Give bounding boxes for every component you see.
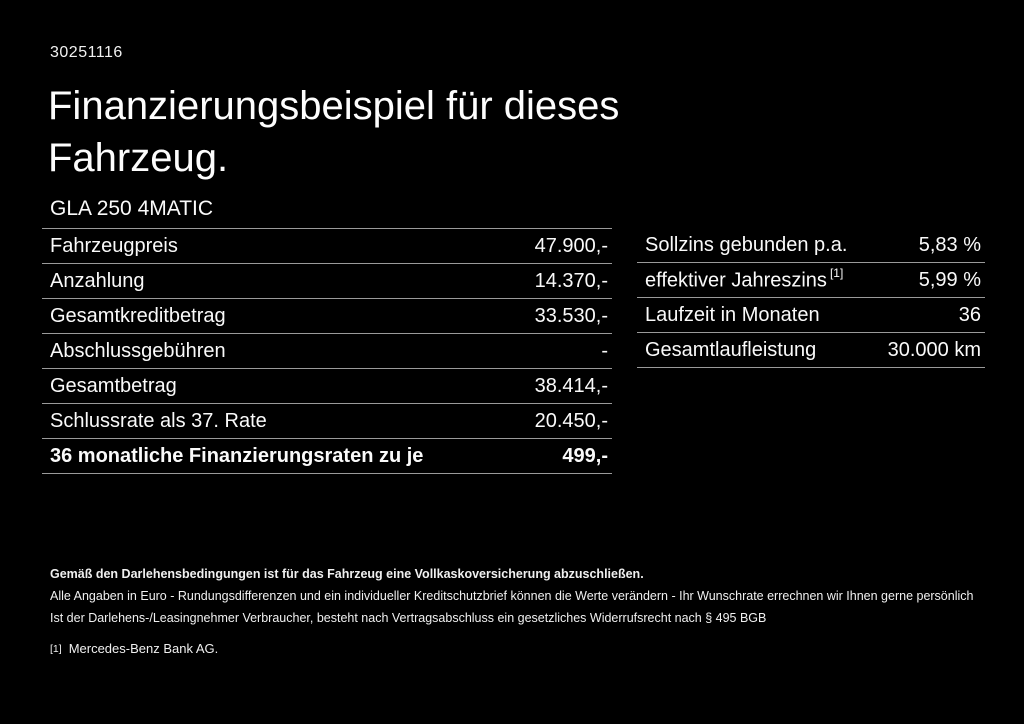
row-value: 36 bbox=[958, 303, 981, 326]
row-value: 14.370,- bbox=[534, 269, 608, 292]
row-value: 5,99 % bbox=[918, 268, 981, 291]
row-label: Gesamtbetrag bbox=[50, 374, 177, 397]
row-label: effektiver Jahreszins [1] bbox=[645, 265, 844, 293]
row-value: 30.000 km bbox=[887, 338, 981, 361]
row-label: Schlussrate als 37. Rate bbox=[50, 409, 267, 432]
row-value: - bbox=[601, 339, 608, 362]
table-row-monatsrate: 36 monatliche Finanzierungsraten zu je 4… bbox=[42, 439, 612, 474]
row-value: 38.414,- bbox=[534, 374, 608, 397]
disclaimer-block: Gemäß den Darlehensbedingungen ist für d… bbox=[50, 563, 990, 661]
table-row-gesamtbetrag: Gesamtbetrag 38.414,- bbox=[42, 369, 612, 404]
row-value: 33.530,- bbox=[534, 304, 608, 327]
table-row-gesamtkreditbetrag: Gesamtkreditbetrag 33.530,- bbox=[42, 299, 612, 334]
table-row-gesamtlaufleistung: Gesamtlaufleistung 30.000 km bbox=[637, 333, 985, 368]
footnote-marker: [1] bbox=[50, 643, 62, 655]
table-row-sollzins: Sollzins gebunden p.a. 5,83 % bbox=[637, 228, 985, 263]
disclaimer-line-insurance: Gemäß den Darlehensbedingungen ist für d… bbox=[50, 567, 644, 581]
row-value: 20.450,- bbox=[534, 409, 608, 432]
table-row-fahrzeugpreis: Fahrzeugpreis 47.900,- bbox=[42, 229, 612, 264]
row-label: Gesamtlaufleistung bbox=[645, 339, 816, 362]
row-label: Abschlussgebühren bbox=[50, 339, 226, 362]
row-value: 499,- bbox=[562, 444, 608, 467]
footnote-text: Mercedes-Benz Bank AG. bbox=[68, 641, 219, 656]
row-label: Anzahlung bbox=[50, 269, 145, 292]
disclaimer-line-euro: Alle Angaben in Euro - Rundungsdifferenz… bbox=[50, 589, 974, 603]
conditions-table: Sollzins gebunden p.a. 5,83 % effektiver… bbox=[637, 228, 985, 368]
vehicle-model: GLA 250 4MATIC bbox=[50, 197, 214, 220]
row-label: Laufzeit in Monaten bbox=[645, 304, 820, 327]
row-label-text: Sollzins gebunden p.a. bbox=[645, 233, 848, 256]
row-label-text: Gesamtlaufleistung bbox=[645, 338, 817, 361]
finance-table: Fahrzeugpreis 47.900,- Anzahlung 14.370,… bbox=[42, 228, 612, 474]
row-label: Gesamtkreditbetrag bbox=[50, 304, 226, 327]
row-label: Fahrzeugpreis bbox=[50, 234, 178, 257]
row-value: 5,83 % bbox=[918, 233, 981, 256]
row-label: Sollzins gebunden p.a. bbox=[645, 234, 847, 257]
table-row-anzahlung: Anzahlung 14.370,- bbox=[42, 264, 612, 299]
row-label-text: effektiver Jahreszins bbox=[645, 269, 827, 292]
row-value: 47.900,- bbox=[534, 234, 608, 257]
footnote-ref: [1] bbox=[829, 265, 844, 280]
row-label: 36 monatliche Finanzierungsraten zu je bbox=[50, 444, 424, 467]
disclaimer-line-widerruf: Ist der Darlehens-/Leasingnehmer Verbrau… bbox=[50, 611, 767, 625]
table-row-effektiver-jahreszins: effektiver Jahreszins [1] 5,99 % bbox=[637, 263, 985, 298]
document-id: 30251116 bbox=[50, 44, 123, 61]
row-label-text: Laufzeit in Monaten bbox=[645, 303, 820, 326]
table-row-laufzeit: Laufzeit in Monaten 36 bbox=[637, 298, 985, 333]
table-row-schlussrate: Schlussrate als 37. Rate 20.450,- bbox=[42, 404, 612, 439]
page-title: Finanzierungsbeispiel für dieses Fahrzeu… bbox=[48, 84, 620, 180]
footnote: [1] Mercedes-Benz Bank AG. bbox=[50, 638, 990, 661]
table-row-abschlussgebuehren: Abschlussgebühren - bbox=[42, 334, 612, 369]
